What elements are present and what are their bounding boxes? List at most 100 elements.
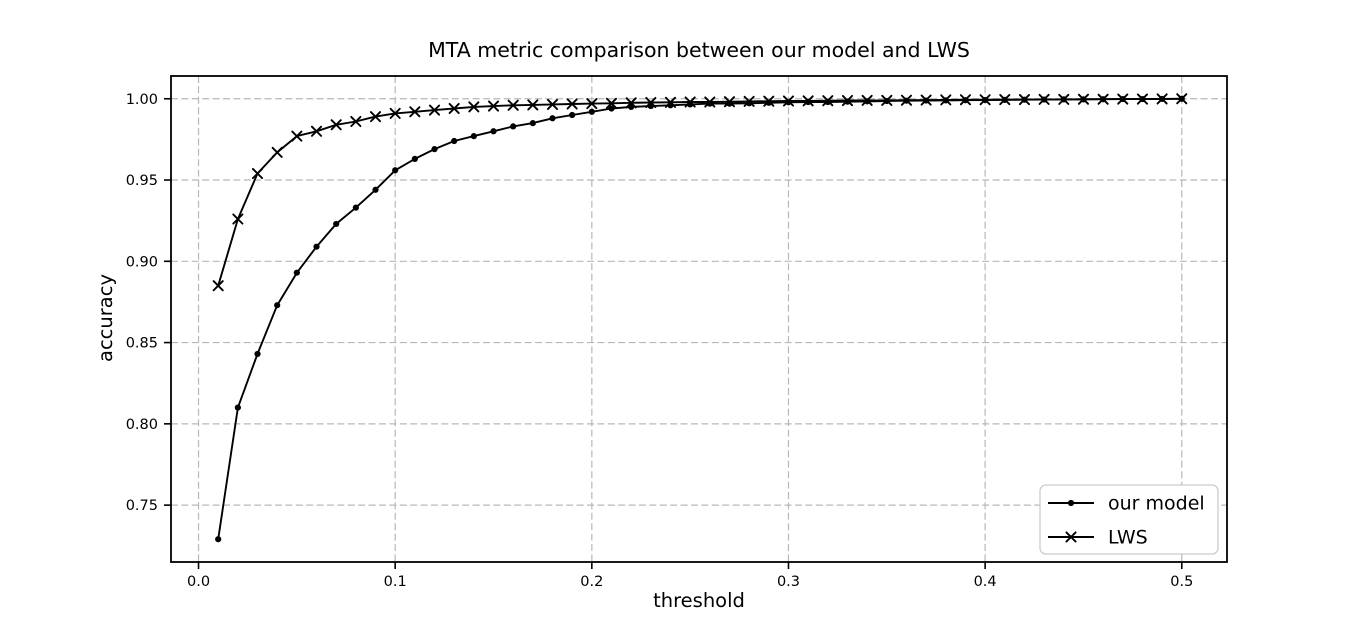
- x-marker: [330, 119, 342, 131]
- x-marker: [1058, 93, 1070, 105]
- x-marker: [1038, 93, 1050, 105]
- x-tick-label: 0.3: [777, 574, 800, 590]
- x-marker: [428, 104, 441, 116]
- x-tick-label: 0.4: [974, 574, 997, 590]
- dot-marker: [234, 404, 241, 411]
- y-tick-label: 0.90: [126, 254, 158, 270]
- x-axis: 0.0 0.1 0.2 0.3 0.4 0.5: [187, 562, 1193, 590]
- x-marker: [291, 130, 303, 142]
- plot-border: [170, 75, 1228, 563]
- x-marker: [389, 107, 401, 119]
- dot-marker: [293, 269, 300, 276]
- x-axis-label: threshold: [653, 589, 745, 612]
- x-marker: [723, 96, 736, 108]
- legend-item: our model: [1048, 493, 1205, 515]
- dot-marker: [529, 120, 536, 127]
- x-marker: [605, 97, 618, 109]
- series-LWS: [212, 93, 1188, 292]
- dot-marker: [451, 137, 458, 145]
- x-marker: [586, 98, 598, 110]
- x-marker: [1117, 93, 1129, 105]
- x-marker: [350, 115, 362, 128]
- x-marker: [763, 95, 775, 107]
- x-marker: [1097, 93, 1109, 105]
- dot-marker: [549, 115, 556, 122]
- dot-marker: [588, 108, 595, 115]
- x-marker: [1065, 531, 1077, 543]
- dot-marker: [254, 350, 261, 358]
- x-marker: [704, 96, 716, 108]
- chart-title: MTA metric comparison between our model …: [428, 38, 970, 62]
- x-marker: [841, 94, 854, 107]
- x-marker: [271, 146, 283, 158]
- x-marker: [251, 167, 264, 180]
- x-marker: [645, 96, 657, 109]
- x-marker: [409, 106, 421, 118]
- dot-marker: [470, 133, 477, 140]
- y-tick-label: 0.95: [126, 173, 158, 189]
- y-tick-label: 0.80: [126, 417, 158, 433]
- legend-label: LWS: [1108, 527, 1148, 549]
- series-our-model: [215, 95, 1185, 543]
- y-tick-label: 1.00: [126, 92, 158, 108]
- x-marker: [782, 95, 795, 107]
- x-marker: [979, 94, 991, 106]
- x-marker: [1156, 93, 1168, 105]
- x-marker: [822, 95, 834, 107]
- x-marker: [232, 213, 244, 225]
- x-marker: [664, 96, 677, 108]
- series-line: [217, 97, 1183, 287]
- x-marker: [527, 99, 539, 111]
- x-marker: [1136, 93, 1148, 105]
- x-marker: [507, 99, 519, 111]
- dot-marker: [510, 123, 517, 130]
- legend-item: LWS: [1048, 527, 1148, 549]
- y-axis-label: accuracy: [94, 274, 117, 362]
- x-marker: [468, 101, 480, 113]
- y-axis: 0.75 0.80 0.85 0.90 0.95 1.00: [126, 92, 171, 514]
- x-marker: [999, 94, 1011, 106]
- dot-marker: [313, 243, 320, 250]
- dot-marker: [490, 128, 497, 135]
- x-marker: [802, 95, 814, 107]
- dot-marker: [215, 536, 222, 543]
- legend-label: our model: [1108, 493, 1205, 515]
- dot-marker: [569, 111, 576, 119]
- x-marker: [546, 98, 559, 110]
- series-line: [217, 97, 1183, 541]
- legend: our model LWS: [1039, 484, 1219, 555]
- x-marker: [310, 125, 323, 137]
- x-marker: [625, 97, 637, 109]
- dot-marker: [431, 146, 438, 153]
- x-marker: [212, 280, 224, 292]
- y-tick-label: 0.85: [126, 336, 158, 352]
- x-marker: [1077, 93, 1089, 105]
- x-marker: [920, 94, 932, 106]
- x-marker: [743, 95, 755, 107]
- x-marker: [684, 96, 696, 108]
- x-tick-label: 0.0: [187, 574, 210, 590]
- x-tick-label: 0.1: [384, 574, 407, 590]
- x-marker: [1018, 94, 1030, 106]
- dot-marker: [372, 186, 379, 193]
- x-marker: [900, 94, 913, 106]
- x-marker: [940, 94, 952, 106]
- x-marker: [959, 94, 972, 106]
- x-marker: [1176, 93, 1188, 105]
- x-marker: [861, 94, 873, 106]
- dot-marker: [352, 204, 359, 211]
- dot-marker: [1067, 499, 1075, 507]
- x-marker: [448, 102, 460, 115]
- x-marker: [566, 98, 578, 110]
- dot-marker: [333, 220, 340, 228]
- x-marker: [369, 111, 382, 123]
- dot-marker: [411, 155, 418, 162]
- dot-marker: [274, 302, 281, 309]
- x-tick-label: 0.2: [580, 574, 603, 590]
- x-tick-label: 0.5: [1170, 574, 1193, 590]
- x-marker: [487, 100, 500, 112]
- y-tick-label: 0.75: [126, 498, 158, 514]
- x-marker: [881, 94, 893, 106]
